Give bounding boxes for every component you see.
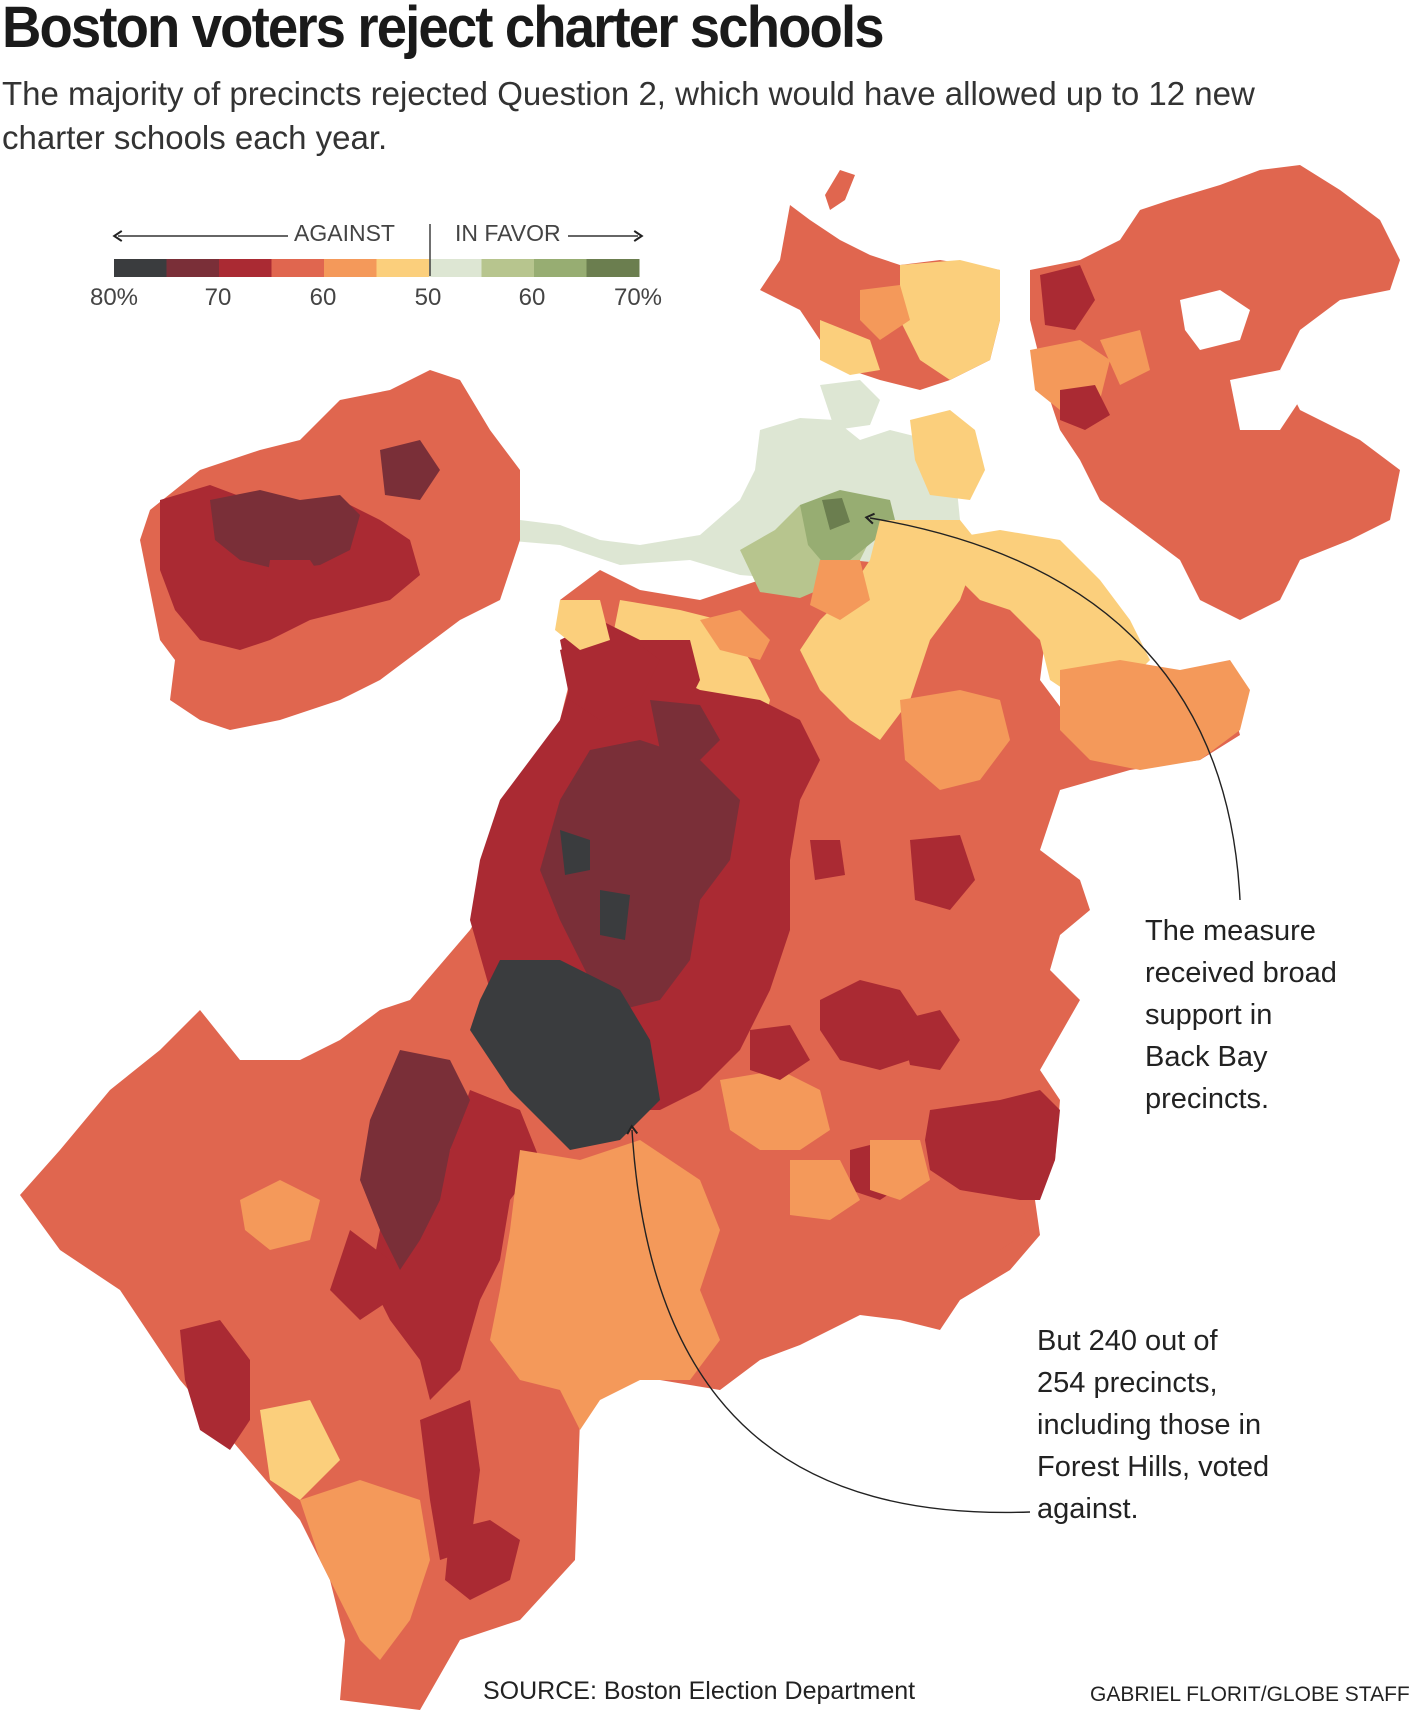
credit-line: GABRIEL FLORIT/GLOBE STAFF bbox=[1090, 1683, 1410, 1706]
legend-swatch bbox=[114, 259, 167, 277]
legend-swatch bbox=[376, 259, 430, 277]
note-line: received broad bbox=[1145, 957, 1337, 989]
legend-favor-label: IN FAVOR bbox=[455, 220, 561, 246]
legend-against-label: AGAINST bbox=[294, 220, 395, 246]
charlestown-precincts bbox=[760, 170, 1000, 390]
southwest-precincts bbox=[180, 1050, 720, 1660]
legend-tick: 60 bbox=[518, 284, 546, 311]
subtitle: The majority of precincts rejected Quest… bbox=[2, 75, 1255, 156]
legend-color-scale bbox=[114, 259, 640, 277]
page-title: Boston voters reject charter schools bbox=[2, 0, 885, 60]
legend-tick: 70 bbox=[204, 284, 232, 311]
legend-tick: 60 bbox=[309, 284, 337, 311]
legend-swatch bbox=[586, 259, 640, 277]
note-line: against. bbox=[1037, 1493, 1139, 1525]
back-bay-favor-precincts bbox=[500, 418, 960, 598]
back-bay-leader-line bbox=[864, 512, 1241, 901]
note-line: including those in bbox=[1037, 1409, 1262, 1441]
dorchester-precincts bbox=[720, 835, 1060, 1250]
note-line: Forest Hills, voted bbox=[1037, 1451, 1270, 1483]
legend-tick: 70% bbox=[613, 284, 663, 311]
note-line: The measure bbox=[1145, 915, 1316, 947]
legend-tick: 50 bbox=[414, 284, 442, 311]
note-line: But 240 out of bbox=[1037, 1325, 1218, 1357]
mission-hill-precincts bbox=[555, 600, 660, 720]
forest-hills-note: But 240 out of 254 precincts, including … bbox=[1037, 1320, 1269, 1530]
allston-brighton-precincts bbox=[140, 370, 520, 730]
legend-swatch bbox=[271, 259, 325, 277]
legend-swatch bbox=[219, 259, 272, 277]
back-bay-note: The measure received broad support in Ba… bbox=[1145, 910, 1337, 1120]
source-note: SOURCE: Boston Election Department bbox=[483, 1677, 916, 1705]
legend-swatch bbox=[324, 259, 377, 277]
south-boston-precincts bbox=[900, 530, 1250, 790]
legend-swatch bbox=[166, 259, 220, 277]
forest-hills-leader-line bbox=[626, 1124, 1031, 1514]
legend-swatch bbox=[481, 259, 535, 277]
note-line: support in bbox=[1145, 999, 1273, 1031]
waterfront-fringe bbox=[820, 380, 985, 500]
legend-swatch bbox=[429, 259, 482, 277]
legend-tick: 80% bbox=[89, 284, 139, 311]
note-line: Back Bay bbox=[1145, 1041, 1268, 1073]
note-line: precincts. bbox=[1145, 1083, 1270, 1115]
legend-swatch bbox=[534, 259, 587, 277]
east-boston-precincts bbox=[1030, 165, 1400, 620]
note-line: 254 precincts, bbox=[1037, 1367, 1218, 1399]
